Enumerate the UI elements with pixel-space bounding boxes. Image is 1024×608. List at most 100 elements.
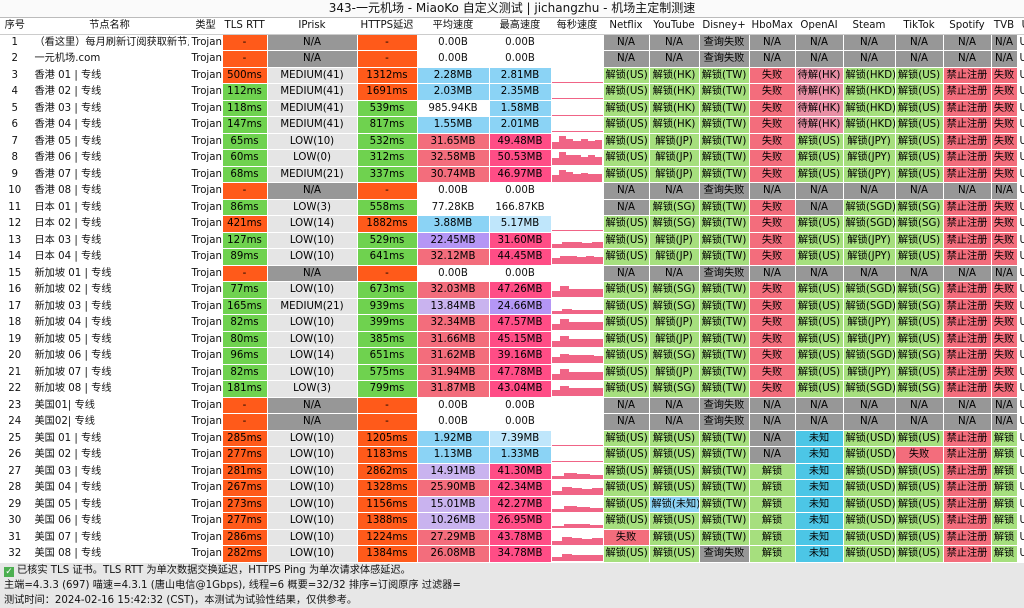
steam-cell: N/A [843, 265, 896, 282]
sparkline-bar [571, 537, 583, 545]
tvb-cell: 失败 [991, 364, 1018, 381]
spotify-cell: 禁止注册 [943, 496, 992, 513]
steam-cell: 解锁(SGD) [843, 298, 896, 315]
avg-speed-cell: 22.45MB [417, 232, 490, 249]
speed-sparkline [551, 248, 604, 266]
tiktok-cell: 解锁(US) [895, 149, 944, 167]
tvb-cell: 失败 [991, 67, 1018, 84]
sparkline-bar [580, 138, 588, 149]
netflix-cell: 解锁(US) [603, 364, 650, 381]
spotify-cell: N/A [943, 413, 992, 431]
sparkline-bar [568, 371, 577, 380]
udp-type-cell: Unknown [1017, 182, 1024, 200]
steam-cell: 解锁(HKD) [843, 83, 896, 101]
tiktok-cell: 解锁(SG) [895, 281, 944, 299]
sparkline-bar [551, 230, 569, 232]
sparkline-bar [594, 289, 602, 298]
openai-cell: 未知 [795, 446, 844, 464]
openai-cell: N/A [795, 199, 844, 216]
header-col-tiktok: TikTok [895, 18, 944, 35]
sparkline-bars [552, 266, 603, 281]
udp-type-cell: Unknown [1017, 430, 1024, 447]
avg-speed-cell: 14.91MB [417, 463, 490, 480]
avg-speed-cell: 0.00B [417, 413, 490, 431]
disney-cell: 解锁(TW) [699, 232, 750, 249]
node-name-cell: 新加坡 05 | 专线 [30, 331, 190, 348]
tiktok-cell: 解锁(US) [895, 496, 944, 513]
youtube-cell: 解锁(US) [649, 446, 700, 464]
tvb-cell: 失败 [991, 215, 1018, 233]
tiktok-cell: 解锁(US) [895, 248, 944, 266]
sparkline-bar [595, 173, 602, 182]
sparkline-bar [551, 526, 565, 529]
hbomax-cell: 解锁 [749, 463, 796, 480]
hbomax-cell: 失败 [749, 347, 796, 365]
sparkline-bar [592, 241, 602, 248]
steam-cell: 解锁(JPY) [843, 248, 896, 266]
sparkline-bar [564, 524, 577, 529]
max-speed-cell: 47.26MB [489, 281, 552, 299]
openai-cell: 解锁(US) [795, 380, 844, 398]
avg-speed-cell: 13.84MB [417, 298, 490, 315]
header-col-hbomax: HboMax [749, 18, 796, 35]
https-latency-cell: - [357, 413, 418, 431]
https-latency-cell: 337ms [357, 166, 418, 183]
hbomax-cell: 失败 [749, 380, 796, 398]
hbomax-cell: 失败 [749, 248, 796, 266]
sparkline-bar [577, 322, 586, 331]
node-name-cell: 日本 04 | 专线 [30, 248, 190, 266]
index-cell: 28 [0, 479, 31, 497]
type-cell: Trojan [189, 281, 223, 299]
tls-rtt-cell: - [222, 182, 268, 200]
sparkline-bar [585, 355, 594, 364]
sparkline-bar [561, 487, 572, 496]
table-row: 6 香港 04 | 专线 Trojan 147ms MEDIUM(41) 817ms 1.5… [0, 116, 1024, 134]
index-cell: 7 [0, 133, 31, 150]
node-name-cell: 美国 05 | 专线 [30, 496, 190, 513]
node-name-cell: 日本 01 | 专线 [30, 199, 190, 216]
udp-type-cell: Unknown [1017, 496, 1024, 513]
netflix-cell: 解锁(US) [603, 281, 650, 299]
iprisk-cell: LOW(14) [267, 347, 358, 365]
netflix-cell: 解锁(US) [603, 380, 650, 398]
type-cell: Trojan [189, 265, 223, 282]
tiktok-cell: 解锁(US) [895, 314, 944, 332]
avg-speed-cell: 985.94KB [417, 100, 490, 117]
tls-rtt-cell: 86ms [222, 199, 268, 216]
hbomax-cell: 失败 [749, 199, 796, 216]
steam-cell: 解锁(SGD) [843, 380, 896, 398]
openai-cell: 未知 [795, 512, 844, 530]
avg-speed-cell: 10.26MB [417, 512, 490, 530]
https-latency-cell: 651ms [357, 347, 418, 365]
openai-cell: 解锁(US) [795, 133, 844, 150]
https-latency-cell: 1691ms [357, 83, 418, 101]
tls-rtt-cell: 500ms [222, 67, 268, 84]
iprisk-cell: N/A [267, 50, 358, 68]
max-speed-cell: 49.48MB [489, 133, 552, 150]
table-row: 1 （看这里）每月刷新订阅获取新节点 Trojan - N/A -0.00B 0.00B N/… [0, 34, 1024, 51]
tls-rtt-cell: 82ms [222, 364, 268, 381]
speed-sparkline [551, 463, 604, 480]
node-name-cell: 美国 04 | 专线 [30, 479, 190, 497]
sparkline-bar [560, 319, 569, 331]
tvb-cell: 失败 [991, 281, 1018, 299]
disney-cell: 查询失败 [699, 545, 750, 563]
type-cell: Trojan [189, 331, 223, 348]
speed-sparkline [551, 331, 604, 348]
https-latency-cell: 817ms [357, 116, 418, 134]
tiktok-cell: N/A [895, 182, 944, 200]
sparkline-bars [551, 249, 602, 265]
disney-cell: 解锁(TW) [699, 512, 750, 530]
disney-cell: 查询失败 [699, 50, 750, 68]
header-col-spotify: Spotify [943, 18, 992, 35]
speed-sparkline [551, 529, 604, 546]
iprisk-cell: LOW(10) [267, 529, 358, 546]
type-cell: Trojan [189, 67, 223, 84]
iprisk-cell: LOW(10) [267, 232, 358, 249]
sparkline-bar [594, 388, 602, 397]
speed-sparkline [551, 364, 604, 381]
youtube-cell: 解锁(SG) [649, 215, 700, 233]
sparkline-bar [585, 322, 594, 331]
node-name-cell: 美国01| 专线 [30, 397, 190, 414]
tls-rtt-cell: 118ms [222, 100, 268, 117]
